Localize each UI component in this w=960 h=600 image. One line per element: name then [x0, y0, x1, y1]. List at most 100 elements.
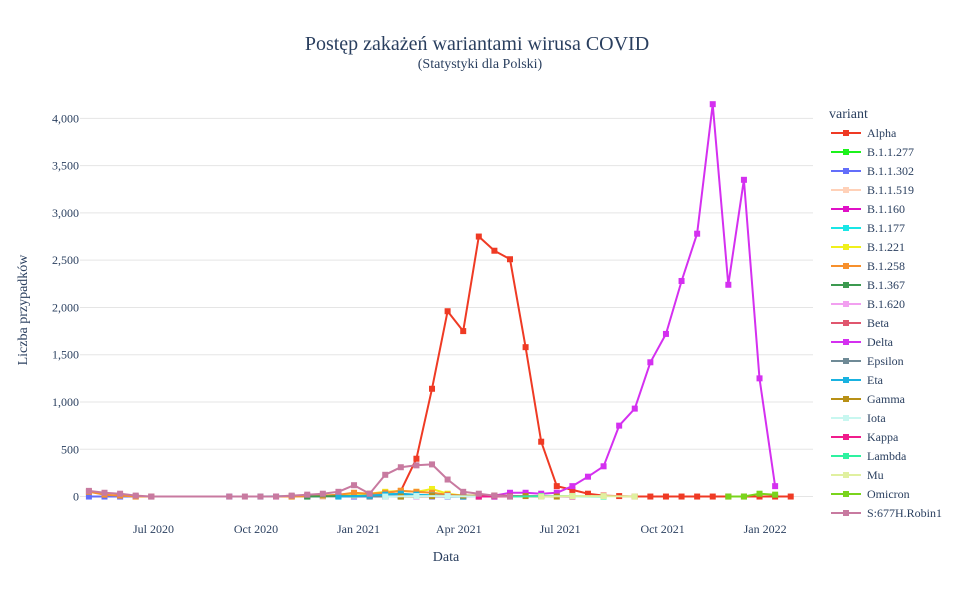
legend-item[interactable]: Mu: [831, 468, 884, 482]
data-point: [304, 491, 311, 498]
legend-item[interactable]: B.1.221: [831, 240, 905, 254]
legend-marker: [843, 396, 849, 402]
data-point: [569, 493, 576, 500]
data-point: [553, 483, 560, 490]
legend-item[interactable]: B.1.620: [831, 297, 905, 311]
legend-marker: [843, 263, 849, 269]
legend-marker: [843, 510, 849, 516]
data-point: [101, 489, 108, 496]
legend-item[interactable]: Beta: [831, 316, 890, 330]
series-Omicron: [725, 490, 779, 500]
data-point: [600, 463, 607, 470]
legend-marker: [843, 130, 849, 136]
data-point: [85, 493, 92, 500]
data-point: [460, 328, 467, 335]
x-axis-title: Data: [433, 550, 460, 565]
legend-label: B.1.1.519: [867, 183, 914, 197]
legend-item[interactable]: Iota: [831, 411, 886, 425]
legend-item[interactable]: Kappa: [831, 430, 899, 444]
series-layer: [85, 101, 794, 500]
legend-item[interactable]: B.1.1.519: [831, 183, 914, 197]
data-point: [491, 492, 498, 499]
y-tick-label: 0: [73, 490, 79, 504]
series-S:677H.Robin1: [85, 461, 513, 500]
legend-label: B.1.221: [867, 240, 905, 254]
data-point: [631, 405, 638, 412]
data-point: [288, 492, 295, 499]
legend-item[interactable]: Lambda: [831, 449, 907, 463]
legend-item[interactable]: B.1.258: [831, 259, 905, 273]
data-point: [460, 488, 467, 495]
legend-item[interactable]: Eta: [831, 373, 884, 387]
y-axis-title: Liczba przypadków: [16, 254, 31, 366]
legend-item[interactable]: Alpha: [831, 126, 897, 140]
legend-label: Kappa: [867, 430, 899, 444]
y-tick-label: 500: [61, 442, 79, 456]
data-point: [538, 438, 545, 445]
legend-item[interactable]: Epsilon: [831, 354, 904, 368]
data-point: [413, 462, 420, 469]
data-point: [506, 256, 513, 263]
x-tick-label: Jul 2021: [540, 522, 581, 536]
data-point: [709, 101, 716, 108]
data-point: [616, 422, 623, 429]
legend-item[interactable]: B.1.1.302: [831, 164, 914, 178]
legend-label: Mu: [867, 468, 884, 482]
legend-item[interactable]: Omicron: [831, 487, 910, 501]
legend-marker: [843, 415, 849, 421]
legend-label: Lambda: [867, 449, 907, 463]
legend-marker: [843, 244, 849, 250]
legend-label: Beta: [867, 316, 890, 330]
legend-item[interactable]: B.1.1.277: [831, 145, 914, 159]
series-line: [728, 492, 776, 498]
data-point: [678, 493, 685, 500]
legend-item[interactable]: Gamma: [831, 392, 906, 406]
y-tick-label: 3,500: [52, 159, 79, 173]
legend-marker: [843, 149, 849, 155]
legend-item[interactable]: B.1.367: [831, 278, 905, 292]
data-point: [600, 493, 607, 500]
y-axis-ticks: 0 500 1,000 1,500 2,000 2,500 3,000 3,500 4,000: [52, 111, 79, 503]
data-point: [444, 476, 451, 483]
data-point: [132, 492, 139, 499]
data-point: [506, 493, 513, 500]
chart-subtitle: (Statystyki dla Polski): [418, 57, 543, 72]
legend-item[interactable]: B.1.177: [831, 221, 905, 235]
legend-marker: [843, 320, 849, 326]
x-tick-label: Jan 2021: [337, 522, 380, 536]
legend-item[interactable]: S:677H.Robin1: [831, 506, 942, 520]
legend-label: Omicron: [867, 487, 910, 501]
legend-label: Iota: [867, 411, 886, 425]
y-tick-label: 4,000: [52, 111, 79, 125]
data-point: [584, 473, 591, 480]
data-point: [319, 490, 326, 497]
data-point: [694, 493, 701, 500]
legend-item[interactable]: B.1.160: [831, 202, 905, 216]
legend-label: B.1.1.277: [867, 145, 914, 159]
legend-marker: [843, 187, 849, 193]
data-point: [740, 176, 747, 183]
legend[interactable]: variant Alpha B.1.1.277 B.1.1.302 B.1.1.519…: [829, 107, 942, 520]
legend-marker: [843, 377, 849, 383]
data-point: [756, 375, 763, 382]
data-point: [772, 491, 779, 498]
legend-marker: [843, 472, 849, 478]
legend-label: B.1.177: [867, 221, 905, 235]
y-tick-label: 1,000: [52, 395, 79, 409]
legend-item[interactable]: Delta: [831, 335, 894, 349]
data-point: [584, 490, 591, 497]
data-point: [351, 482, 358, 489]
data-point: [538, 493, 545, 500]
legend-label: B.1.1.302: [867, 164, 914, 178]
legend-marker: [843, 339, 849, 345]
data-point: [429, 485, 436, 492]
legend-marker: [843, 301, 849, 307]
data-point: [413, 455, 420, 462]
data-point: [241, 493, 248, 500]
data-point: [85, 487, 92, 494]
data-point: [226, 493, 233, 500]
gridlines: [80, 117, 813, 498]
data-point: [553, 489, 560, 496]
